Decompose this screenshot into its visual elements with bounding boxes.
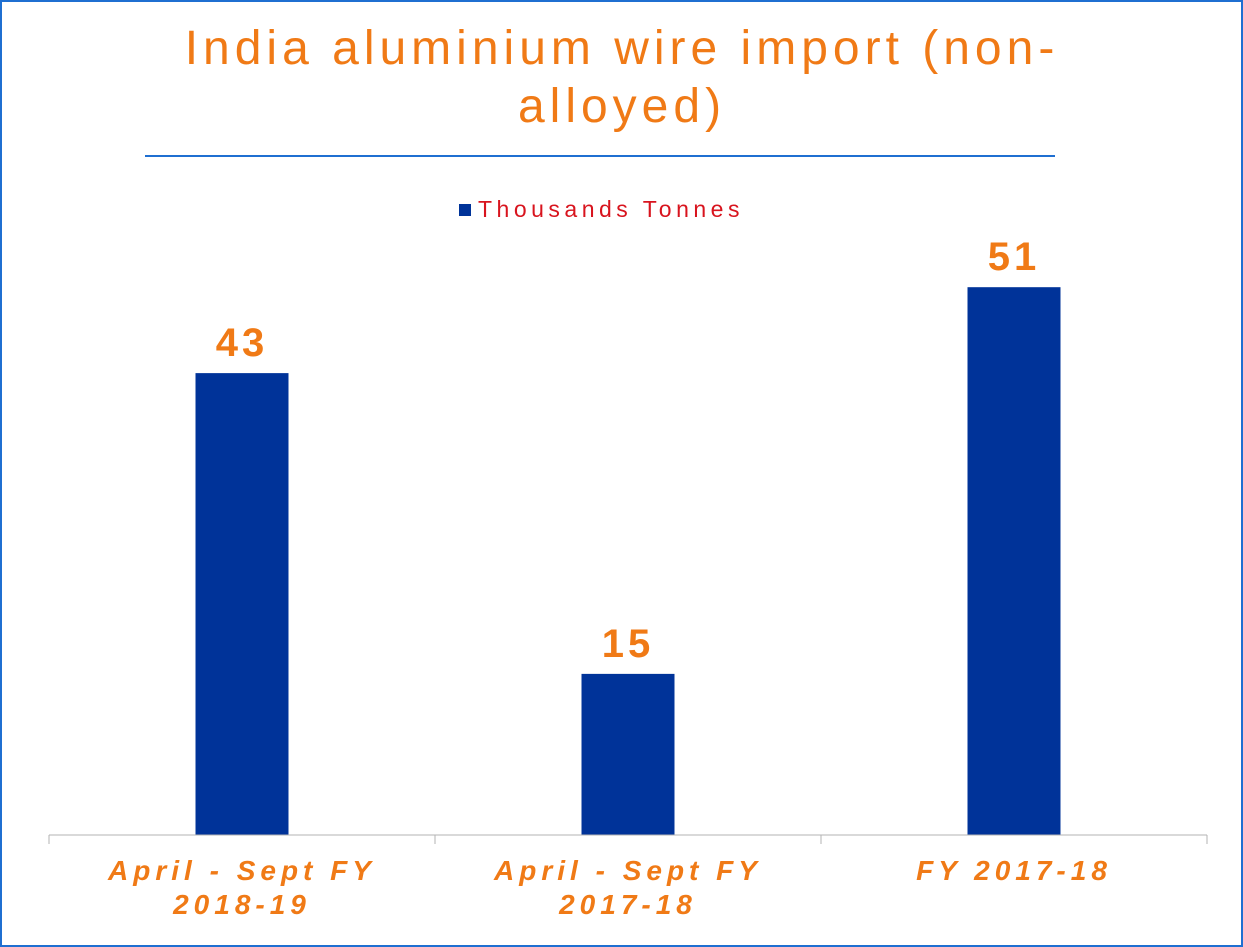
legend: Thousands Tonnes xyxy=(459,196,744,222)
bar xyxy=(195,373,289,835)
bar xyxy=(967,287,1061,835)
data-label: 51 xyxy=(988,235,1041,279)
x-tick-label: April - Sept FY xyxy=(107,855,376,886)
legend-swatch xyxy=(459,204,471,216)
data-labels: 43 15 51 xyxy=(216,235,1041,666)
title-divider xyxy=(145,155,1055,157)
x-axis xyxy=(48,834,1208,844)
data-label: 43 xyxy=(216,321,269,365)
bars xyxy=(195,287,1061,835)
chart-title: India aluminium wire import (non-alloyed… xyxy=(184,22,1060,133)
x-tick-label: 2018-19 xyxy=(172,889,311,920)
x-tick-label: 2017-18 xyxy=(558,889,697,920)
data-label: 15 xyxy=(602,622,655,666)
x-tick-label: April - Sept FY xyxy=(493,855,762,886)
x-tick-label: FY 2017-18 xyxy=(916,855,1112,886)
bar xyxy=(581,673,675,835)
legend-label: Thousands Tonnes xyxy=(478,196,744,222)
